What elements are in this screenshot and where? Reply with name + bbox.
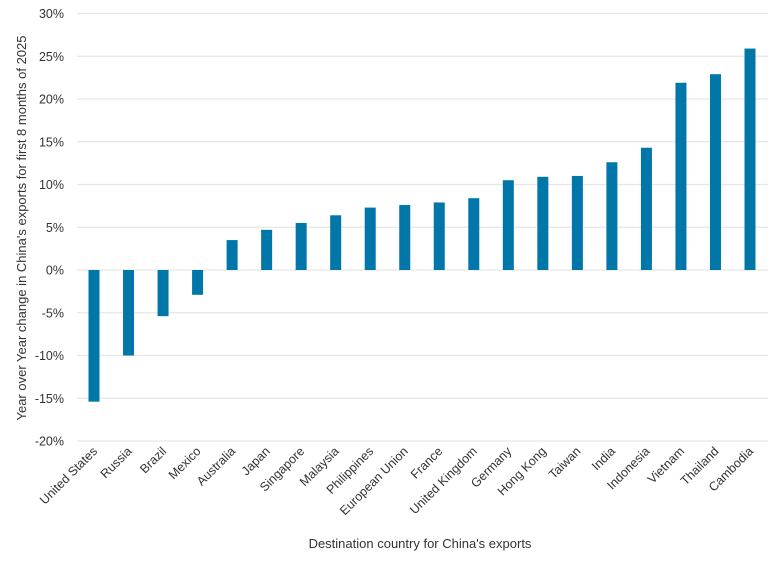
y-tick-label: 20% xyxy=(39,93,64,107)
y-tick-label: 10% xyxy=(39,178,64,192)
bar-thailand xyxy=(709,74,721,270)
x-tick-label: Taiwan xyxy=(546,444,583,481)
gridlines xyxy=(77,12,768,442)
bar-brazil xyxy=(157,270,169,317)
bar-vietnam xyxy=(675,82,687,270)
bar-indonesia xyxy=(640,147,652,270)
bar-taiwan xyxy=(571,175,583,270)
bar-russia xyxy=(123,270,135,356)
x-tick-label: Brazil xyxy=(137,444,169,476)
bar-australia xyxy=(226,240,238,270)
bar-malaysia xyxy=(330,215,342,270)
bars xyxy=(88,48,756,402)
y-tick-label: 15% xyxy=(39,135,64,149)
bar-united-kingdom xyxy=(468,198,480,270)
y-tick-label: 0% xyxy=(46,264,64,278)
bar-singapore xyxy=(295,222,307,270)
y-tick-label: 30% xyxy=(39,7,64,21)
x-tick-label: Russia xyxy=(98,444,135,481)
x-axis-label: Destination country for China's exports xyxy=(309,536,532,551)
bar-india xyxy=(606,162,618,270)
y-tick-label: 5% xyxy=(46,221,64,235)
bar-hong-kong xyxy=(537,176,549,270)
y-axis-ticks: -20% -15% -10% -5% 0% 5% 10% 15% 20% 25% 30% xyxy=(35,7,64,449)
y-tick-label: -20% xyxy=(35,435,64,449)
x-tick-label: Australia xyxy=(194,444,238,488)
bar-philippines xyxy=(364,207,376,270)
y-tick-label: -10% xyxy=(35,349,64,363)
x-tick-label: India xyxy=(589,444,618,473)
bar-france xyxy=(433,202,445,270)
y-tick-label: 25% xyxy=(39,50,64,64)
x-tick-label: United States xyxy=(37,444,100,507)
bar-mexico xyxy=(192,270,204,295)
bar-japan xyxy=(261,229,273,270)
bar-united-states xyxy=(88,270,100,402)
y-tick-label: -5% xyxy=(42,306,64,320)
bar-european-union xyxy=(399,205,411,270)
y-tick-label: -15% xyxy=(35,392,64,406)
y-axis-label: Year over Year change in China's exports… xyxy=(14,35,29,420)
bar-germany xyxy=(502,180,514,270)
bar-cambodia xyxy=(744,48,756,271)
